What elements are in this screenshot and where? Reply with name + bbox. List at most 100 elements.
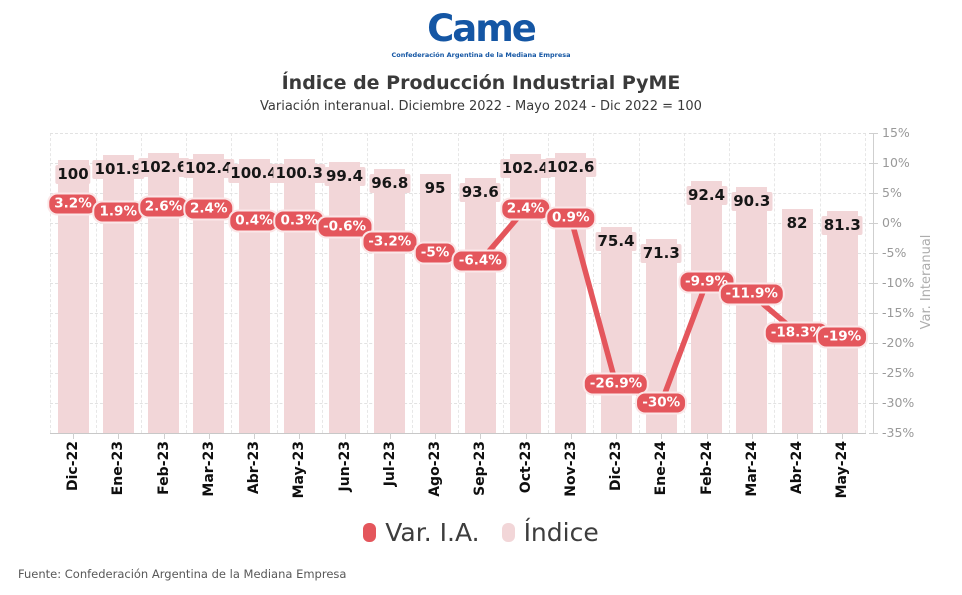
right-axis-tick-label: -30% bbox=[882, 395, 915, 410]
horizontal-gridline bbox=[50, 163, 866, 164]
line-point-label: 0.9% bbox=[545, 206, 597, 230]
line-point-label: 2.6% bbox=[137, 195, 190, 219]
x-axis-label: Ene-24 bbox=[653, 441, 670, 496]
x-axis-label: Feb-23 bbox=[155, 441, 172, 495]
bar-value-label: 101.9 bbox=[92, 160, 144, 180]
x-axis-tick bbox=[435, 433, 436, 439]
horizontal-gridline bbox=[50, 433, 866, 434]
index-bar bbox=[419, 173, 451, 433]
chart-legend: Var. I.A. Índice bbox=[0, 512, 962, 552]
x-axis-label: May-24 bbox=[834, 441, 851, 499]
x-axis-label: Abr-24 bbox=[789, 441, 805, 495]
line-point-label: 2.4% bbox=[183, 197, 235, 221]
x-axis-label: Nov-23 bbox=[562, 441, 579, 497]
x-axis-tick bbox=[344, 433, 346, 439]
x-axis-tick bbox=[797, 433, 798, 439]
right-axis-tick-label: -15% bbox=[882, 305, 915, 320]
index-bar bbox=[691, 181, 722, 433]
came-logo-subtext: Confederación Argentina de la Mediana Em… bbox=[391, 51, 571, 59]
x-axis-tick bbox=[389, 433, 391, 439]
bar-value-label: 81.3 bbox=[821, 216, 863, 236]
index-bar bbox=[510, 153, 541, 433]
line-point-label: -6.4% bbox=[451, 249, 509, 273]
index-bar bbox=[464, 177, 496, 433]
right-axis-tick-label: -5% bbox=[882, 245, 907, 260]
line-point-label: 3.2% bbox=[47, 192, 99, 216]
bar-value-label: 99.4 bbox=[323, 166, 366, 186]
bar-value-label: 100.3 bbox=[273, 164, 325, 184]
legend-item-ndice: Índice bbox=[501, 517, 599, 547]
index-bar bbox=[736, 186, 768, 433]
x-axis-label: Dic-22 bbox=[65, 441, 81, 492]
bar-value-label: 92.4 bbox=[685, 186, 728, 205]
bar-value-label: 95 bbox=[422, 178, 448, 198]
legend-label: Índice bbox=[523, 517, 599, 547]
came-logo-wordmark: Came bbox=[427, 7, 537, 50]
bar-value-label: 96.8 bbox=[369, 174, 411, 193]
bar-value-label: 102.4 bbox=[183, 158, 235, 178]
x-axis-tick bbox=[299, 433, 301, 439]
x-axis-tick bbox=[616, 433, 617, 439]
x-axis-label: Dic-23 bbox=[608, 441, 624, 492]
index-bar bbox=[238, 159, 270, 433]
x-axis-tick bbox=[751, 433, 753, 439]
x-axis-label: Mar-23 bbox=[200, 441, 217, 497]
x-axis-label: Sep-23 bbox=[472, 441, 489, 496]
horizontal-gridline bbox=[50, 193, 866, 194]
right-axis-tick-label: -20% bbox=[882, 335, 915, 350]
right-axis-line bbox=[873, 133, 874, 434]
x-axis-tick bbox=[525, 433, 527, 439]
bar-value-label: 75.4 bbox=[595, 232, 637, 252]
bar-value-label: 102.6 bbox=[137, 158, 190, 178]
x-axis-label: Jul-23 bbox=[381, 441, 398, 487]
line-point-label: -26.9% bbox=[582, 372, 650, 396]
bar-value-label: 90.3 bbox=[731, 191, 773, 211]
right-axis-tick-label: -25% bbox=[882, 365, 915, 380]
x-axis-tick bbox=[570, 433, 572, 439]
line-point-label: -5% bbox=[413, 241, 457, 265]
x-axis-label: Mar-24 bbox=[743, 441, 760, 497]
came-logo: Came Confederación Argentina de la Media… bbox=[0, 7, 962, 60]
line-point-label: -3.2% bbox=[361, 230, 419, 254]
index-bar bbox=[600, 227, 632, 433]
bar-value-label: 93.6 bbox=[459, 182, 501, 202]
line-point-label: 2.4% bbox=[499, 197, 552, 221]
x-axis-label: Abr-23 bbox=[246, 441, 262, 495]
x-axis-tick bbox=[480, 433, 482, 439]
right-axis-tick-label: -35% bbox=[882, 425, 915, 440]
legend-label: Var. I.A. bbox=[385, 517, 480, 547]
x-axis-label: Ene-23 bbox=[110, 441, 127, 496]
chart-subtitle: Variación interanual. Diciembre 2022 - M… bbox=[260, 99, 702, 114]
legend-marker-icon bbox=[363, 522, 377, 542]
x-axis-tick bbox=[254, 433, 255, 439]
line-point-label: -18.3% bbox=[763, 321, 831, 345]
bar-value-label: 71.3 bbox=[640, 243, 682, 263]
index-bar bbox=[193, 153, 225, 433]
legend-item-var-i-a: Var. I.A. bbox=[363, 517, 480, 547]
bar-value-label: 100 bbox=[55, 165, 91, 185]
right-axis-tick-label: 5% bbox=[882, 185, 902, 200]
horizontal-gridline bbox=[50, 133, 866, 134]
index-bar bbox=[374, 169, 406, 433]
right-axis-tick-label: 15% bbox=[882, 125, 910, 140]
x-axis-tick bbox=[163, 433, 165, 439]
x-axis-tick bbox=[706, 433, 708, 439]
x-axis-label: Oct-23 bbox=[517, 441, 534, 494]
x-axis-tick bbox=[73, 433, 74, 439]
bar-value-label: 102.6 bbox=[545, 158, 597, 178]
x-axis-label: Ago-23 bbox=[427, 441, 443, 497]
index-bar bbox=[329, 161, 360, 433]
line-point-label: -0.6% bbox=[315, 215, 374, 239]
right-axis-tick-label: -10% bbox=[882, 275, 915, 290]
chart-title: Índice de Producción Industrial PyME bbox=[281, 72, 681, 94]
legend-marker-icon bbox=[501, 522, 515, 542]
line-point-label: -30% bbox=[635, 391, 688, 415]
index-bar bbox=[555, 153, 587, 433]
x-axis-tick bbox=[661, 433, 663, 439]
right-axis-title: Var. Interanual bbox=[919, 234, 934, 330]
right-axis-tick-label: 0% bbox=[882, 215, 902, 230]
line-point-label: 1.9% bbox=[92, 200, 144, 224]
right-axis-tick-label: 10% bbox=[882, 155, 910, 170]
